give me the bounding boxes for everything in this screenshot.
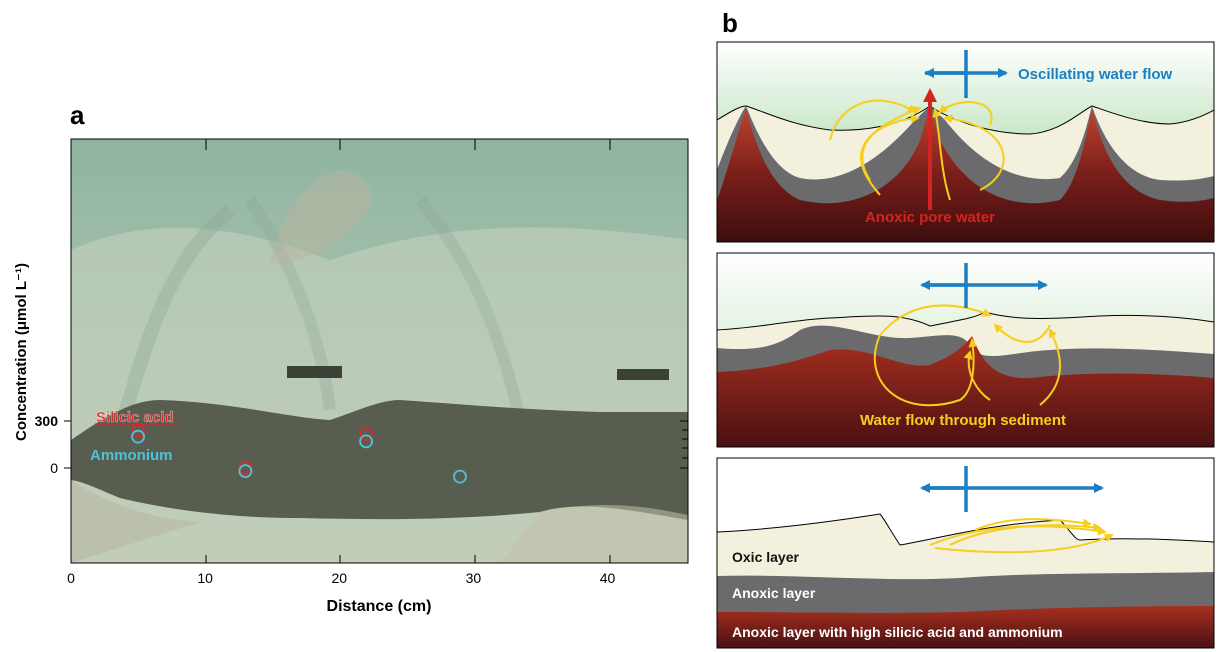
x-tick-10: 10 [197,570,213,586]
ammonium-point-2 [238,464,253,479]
deep-anoxic-layer-label: Anoxic layer with high silicic acid and … [732,624,1063,640]
y-tick-0: 0 [50,460,58,476]
bottom-flow-arrows [929,518,1114,554]
x-tick-0: 0 [67,570,75,586]
x-tick-20: 20 [331,570,347,586]
photo-frame [70,138,689,564]
panel-b-letter: b [722,8,738,38]
y-axis-label: Concentration (μmol L⁻¹) [13,263,30,441]
y-tick-300: 300 [35,413,59,429]
ammonium-point-1 [131,429,145,444]
top-ticks [70,139,611,150]
top-oscillation-arrow [924,50,1008,98]
panel-a-letter: a [70,100,85,130]
x-tick-40: 40 [600,570,616,586]
top-flow-arrows [829,99,1005,201]
oxic-layer-label: Oxic layer [732,549,799,565]
y-axis-right-ticks [680,420,688,469]
silicic-acid-point-1 [131,424,145,439]
panel-b-top-frame [716,41,1215,243]
bottom-oscillation-arrow [920,466,1104,512]
anoxic-layer-label: Anoxic layer [732,585,816,601]
oscillating-flow-label: Oscillating water flow [1018,66,1173,83]
scatter-points [131,424,467,484]
ammonium-point-4 [453,469,467,484]
x-tick-labels: 0 10 20 30 40 [67,570,615,586]
ammonium-point-3 [359,434,373,449]
y-axis [64,420,72,470]
panel-b-middle-frame [716,252,1215,448]
ammonium-label: Ammonium [90,447,173,464]
x-tick-30: 30 [466,570,482,586]
water-flow-sediment-label: Water flow through sediment [860,412,1066,429]
photo-panel [71,139,688,563]
x-axis [70,555,611,563]
x-axis-label: Distance (cm) [327,598,432,615]
middle-oscillation-arrow [920,263,1048,308]
silicic-acid-point-3 [359,427,373,442]
panel-b-bottom-frame [716,457,1215,649]
middle-flow-arrows [873,304,1061,407]
panel-b-top [717,42,1214,242]
anoxic-pore-label: Anoxic pore water [865,209,995,226]
marker-bar-right [617,369,669,380]
panel-b-middle [717,253,1214,447]
silicic-acid-label: Silicic acid [96,409,174,426]
marker-bar-left [287,366,342,378]
panel-b-bottom [717,458,1214,648]
